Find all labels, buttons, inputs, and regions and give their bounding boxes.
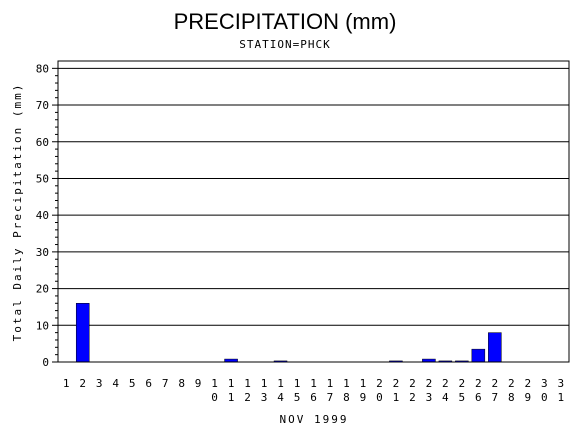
bars [75,303,502,363]
y-tick-label: 80 [36,62,49,75]
plot-frame [57,60,570,363]
x-tick-label: 6 [145,377,152,390]
x-tick-label: 3 [96,377,103,390]
bar [75,303,90,363]
y-tick-label: 70 [36,99,49,112]
x-tick-label: 7 [162,377,169,390]
y-tick-label: 20 [36,283,49,296]
x-tick-label: 9 [195,377,202,390]
y-tick-label: 50 [36,172,49,185]
x-tick-label: 5 [129,377,136,390]
chart-title: PRECIPITATION (mm) [174,9,397,34]
x-axis-ticks: 1 2 3 4 5 6 7 8 9 1 01 11 21 31 41 51 61 71 81 92 02 12 22 32 42… [63,377,564,404]
x-tick-label: 8 [178,377,185,390]
x-axis-label: NOV 1999 [280,413,349,426]
bar [488,332,502,363]
y-tick-label: 40 [36,209,49,222]
y-axis-ticks: 0 10 20 30 40 50 60 70 80 [36,62,58,369]
y-tick-label: 60 [36,136,49,149]
y-tick-label: 10 [36,319,49,332]
bar [471,348,486,363]
y-axis-label: Total Daily Precipitation (mm) [11,83,24,342]
x-tick-label: 2 [79,377,86,390]
x-tick-label: 4 [112,377,119,390]
chart-subtitle: STATION=PHCK [239,38,330,51]
y-tick-label: 30 [36,246,49,259]
y-tick-label: 0 [42,356,49,369]
grid-lines [58,67,569,326]
x-tick-label: 1 [63,377,70,390]
